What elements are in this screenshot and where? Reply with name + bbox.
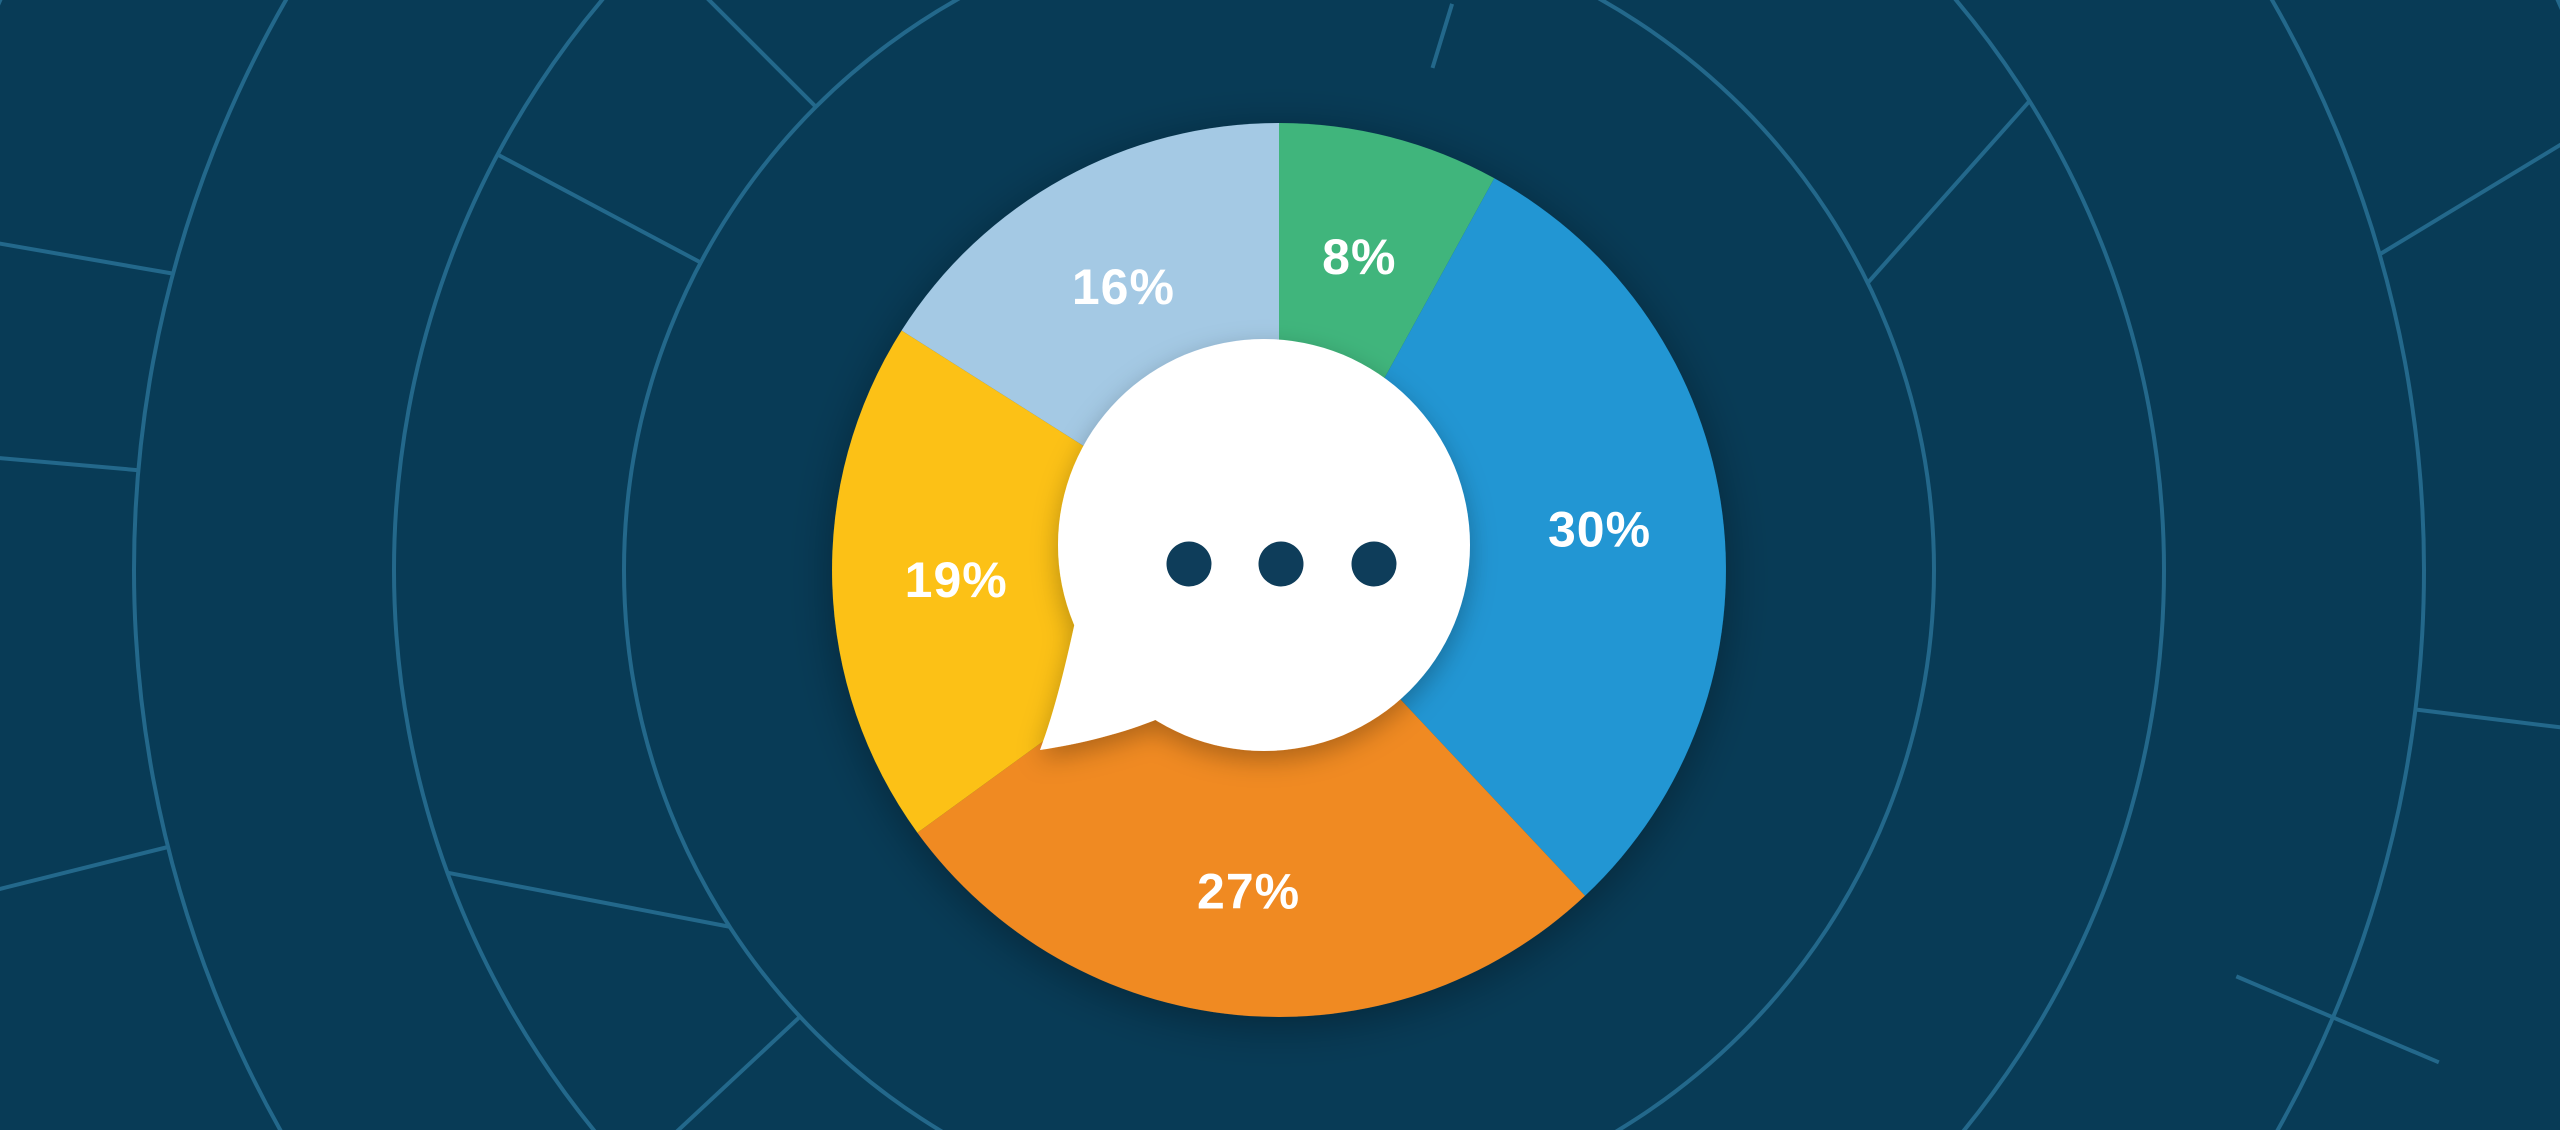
ellipsis-dot-3 — [1351, 541, 1397, 587]
pie-slice-labels: 8% 30% 27% 19% 16% — [905, 229, 1651, 920]
ellipsis-dot-2 — [1258, 541, 1304, 587]
speech-bubble-tail — [1040, 608, 1160, 750]
pattern-tick-8 — [2235, 974, 2440, 1065]
slice-label-19pct: 19% — [905, 552, 1008, 608]
pie-slice-19pct — [832, 330, 1279, 833]
ellipsis-dot-1 — [1166, 541, 1212, 587]
slice-label-30pct: 30% — [1548, 502, 1651, 558]
pattern-tick-6 — [446, 870, 731, 929]
pattern-ring-3 — [132, 0, 2426, 1130]
pattern-tick-5 — [0, 845, 169, 891]
pattern-tick-3 — [0, 241, 174, 276]
pie-slice-27pct — [917, 570, 1585, 1017]
slice-label-8pct: 8% — [1322, 229, 1396, 285]
pattern-tick-2 — [706, 0, 818, 109]
pattern-ring-2 — [392, 0, 2166, 1130]
ellipsis-dots — [1166, 541, 1397, 587]
pie-slice-30pct — [1279, 178, 1726, 896]
pattern-tick-10 — [2378, 142, 2560, 257]
pattern-tick-1 — [496, 152, 702, 265]
pattern-tick-12 — [1430, 3, 1454, 69]
speech-bubble-body — [1058, 339, 1470, 751]
pattern-tick-7 — [675, 1015, 802, 1130]
pattern-tick-11 — [1866, 99, 2032, 285]
slice-label-27pct: 27% — [1197, 864, 1300, 920]
pattern-tick-9 — [2415, 707, 2560, 730]
slice-label-16pct: 16% — [1072, 259, 1175, 315]
speech-bubble-icon — [1040, 339, 1470, 751]
pattern-ring-1 — [622, 0, 1936, 1130]
pattern-tick-4 — [0, 456, 139, 473]
